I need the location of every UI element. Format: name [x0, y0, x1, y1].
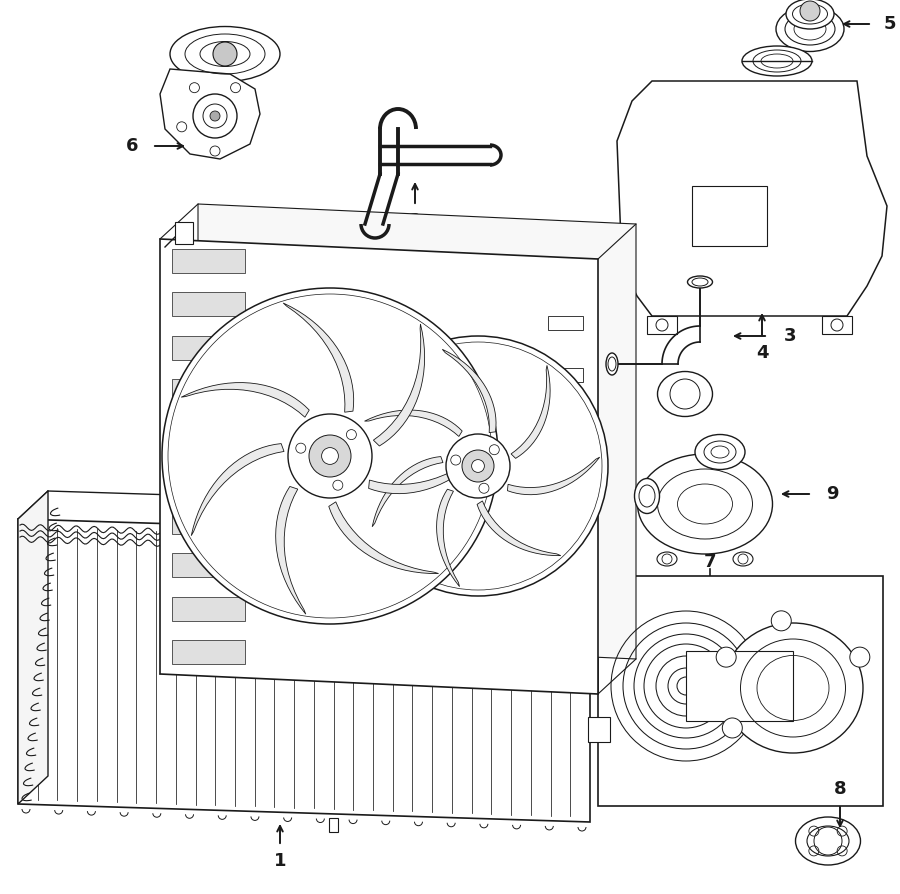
Bar: [175, 222, 193, 244]
Circle shape: [850, 647, 869, 667]
Polygon shape: [191, 443, 284, 536]
Polygon shape: [508, 457, 599, 494]
Polygon shape: [511, 366, 550, 459]
Text: 1: 1: [274, 852, 286, 870]
Ellipse shape: [606, 353, 618, 375]
Polygon shape: [160, 239, 598, 694]
Circle shape: [462, 450, 494, 482]
Bar: [172, 553, 245, 578]
Circle shape: [210, 111, 220, 121]
Polygon shape: [181, 383, 310, 417]
Ellipse shape: [796, 817, 860, 865]
Bar: [548, 472, 583, 486]
Ellipse shape: [786, 0, 834, 29]
Bar: [592, 512, 607, 524]
Bar: [172, 597, 245, 620]
Bar: [328, 818, 338, 832]
Bar: [172, 510, 245, 534]
Ellipse shape: [695, 434, 745, 469]
Circle shape: [472, 460, 484, 472]
Ellipse shape: [658, 372, 713, 417]
Bar: [822, 316, 852, 334]
Polygon shape: [18, 519, 590, 822]
Ellipse shape: [776, 6, 844, 52]
Bar: [588, 717, 610, 742]
Bar: [692, 186, 767, 246]
Text: 9: 9: [826, 485, 838, 503]
Circle shape: [333, 480, 343, 490]
Text: 4: 4: [756, 344, 769, 362]
Ellipse shape: [637, 454, 772, 554]
Text: 3: 3: [784, 327, 796, 345]
Text: 5: 5: [884, 15, 896, 33]
Polygon shape: [442, 350, 496, 433]
Circle shape: [723, 718, 742, 738]
Bar: [548, 316, 583, 330]
Bar: [548, 367, 583, 382]
Ellipse shape: [742, 46, 812, 76]
Circle shape: [346, 430, 356, 440]
Bar: [172, 467, 245, 490]
Polygon shape: [436, 489, 460, 586]
Circle shape: [309, 435, 351, 477]
Polygon shape: [374, 324, 425, 446]
Bar: [598, 576, 883, 806]
Bar: [686, 651, 793, 721]
Text: 7: 7: [704, 553, 716, 571]
Polygon shape: [328, 502, 438, 574]
Bar: [172, 292, 245, 316]
Bar: [548, 420, 583, 434]
Circle shape: [321, 448, 338, 464]
Polygon shape: [369, 444, 490, 493]
Polygon shape: [373, 457, 443, 527]
Polygon shape: [275, 486, 306, 614]
Bar: [172, 423, 245, 447]
Text: 10: 10: [163, 437, 187, 455]
Text: 2: 2: [409, 212, 421, 230]
Polygon shape: [284, 303, 354, 412]
Ellipse shape: [170, 27, 280, 81]
Circle shape: [800, 1, 820, 21]
Text: 6: 6: [126, 137, 139, 155]
Polygon shape: [198, 204, 636, 659]
Polygon shape: [18, 491, 48, 804]
Bar: [647, 316, 677, 334]
Ellipse shape: [634, 478, 660, 513]
Circle shape: [490, 444, 500, 455]
Bar: [172, 379, 245, 403]
Text: 8: 8: [833, 780, 846, 798]
Ellipse shape: [688, 276, 713, 288]
Bar: [172, 249, 245, 273]
Bar: [172, 336, 245, 359]
Ellipse shape: [733, 552, 753, 566]
Circle shape: [451, 455, 461, 465]
Polygon shape: [160, 69, 260, 159]
Circle shape: [162, 288, 498, 624]
Polygon shape: [617, 81, 887, 316]
Circle shape: [446, 434, 510, 498]
Polygon shape: [477, 501, 561, 556]
Circle shape: [288, 414, 372, 498]
Circle shape: [771, 611, 791, 631]
Circle shape: [348, 336, 608, 596]
Circle shape: [716, 647, 736, 667]
Bar: [172, 640, 245, 664]
Circle shape: [213, 42, 237, 66]
Ellipse shape: [723, 623, 863, 753]
Polygon shape: [364, 410, 463, 436]
Circle shape: [296, 443, 306, 453]
Circle shape: [479, 484, 489, 493]
Ellipse shape: [657, 552, 677, 566]
